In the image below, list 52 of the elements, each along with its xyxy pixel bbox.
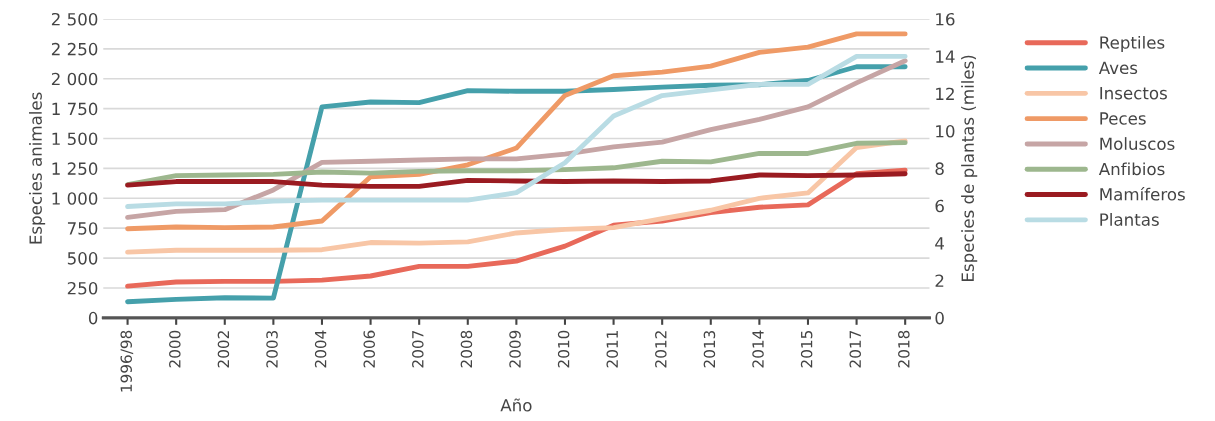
y2-tick-label: 14 xyxy=(936,50,955,63)
x-axis-title: Año xyxy=(500,398,532,412)
x-tick-label: 2011 xyxy=(606,331,619,368)
legend-label: Plantas xyxy=(1100,213,1159,226)
legend-label: Aves xyxy=(1098,61,1138,75)
line-series xyxy=(125,138,908,255)
y2-tick-label: 12 xyxy=(936,87,954,100)
x-tick-label: 2003 xyxy=(266,330,278,368)
legend-label: Insectos xyxy=(1100,87,1167,100)
line-series xyxy=(125,140,908,187)
y2-tick-label: 16 xyxy=(936,12,955,26)
x-tick-label: 2004 xyxy=(314,330,327,368)
x-tick-label: 2008 xyxy=(460,330,473,368)
x-tick-label: 2006 xyxy=(363,330,376,368)
y-axis-title: Especies animales xyxy=(29,92,46,244)
line-series xyxy=(125,171,908,189)
x-tick-label: 1996/98 xyxy=(120,330,134,392)
x-tick-label: 2013 xyxy=(703,330,716,368)
legend-label: Anfibios xyxy=(1098,162,1165,176)
legend-label: Peces xyxy=(1100,112,1146,125)
legend-label: Reptiles xyxy=(1100,35,1165,53)
x-tick-label: 2000 xyxy=(169,330,181,368)
line-series xyxy=(125,31,908,232)
y2-tick-label: 2 xyxy=(935,274,944,287)
y2-tick-label: 4 xyxy=(935,237,945,250)
y-tick-label: 1 250 xyxy=(52,162,98,175)
y2-tick-label: 8 xyxy=(935,162,944,175)
x-tick-label: 2017 xyxy=(849,330,862,368)
y2-tick-label: 10 xyxy=(936,125,955,138)
x-tick-label: 2012 xyxy=(655,331,667,368)
y-tick-label: 500 xyxy=(67,252,98,265)
y2-tick-label: 0 xyxy=(935,311,944,325)
y-tick-label: 0 xyxy=(88,311,98,325)
x-tick-label: 2002 xyxy=(217,331,230,368)
legend-label: Mamíferos xyxy=(1100,187,1185,201)
y-tick-label: 1 500 xyxy=(52,132,98,146)
x-tick-label: 2018 xyxy=(898,330,910,368)
x-tick-label: 2009 xyxy=(509,330,521,368)
y-tick-label: 2 000 xyxy=(51,72,98,86)
y-tick-label: 2 250 xyxy=(51,42,98,56)
legend-label: Moluscos xyxy=(1100,137,1175,151)
x-tick-label: 2007 xyxy=(412,330,424,368)
y2-tick-label: 6 xyxy=(935,199,944,213)
y-tick-label: 750 xyxy=(67,222,98,235)
x-tick-label: 2015 xyxy=(800,331,813,368)
y-tick-label: 1 750 xyxy=(52,102,98,116)
y-tick-label: 250 xyxy=(67,281,98,295)
y-tick-label: 1 000 xyxy=(52,192,98,205)
y2-axis-title: Especies de plantas (miles) xyxy=(961,55,978,281)
x-tick-label: 2010 xyxy=(557,330,570,368)
y-tick-label: 2 500 xyxy=(51,12,98,26)
x-tick-label: 2014 xyxy=(752,330,764,368)
